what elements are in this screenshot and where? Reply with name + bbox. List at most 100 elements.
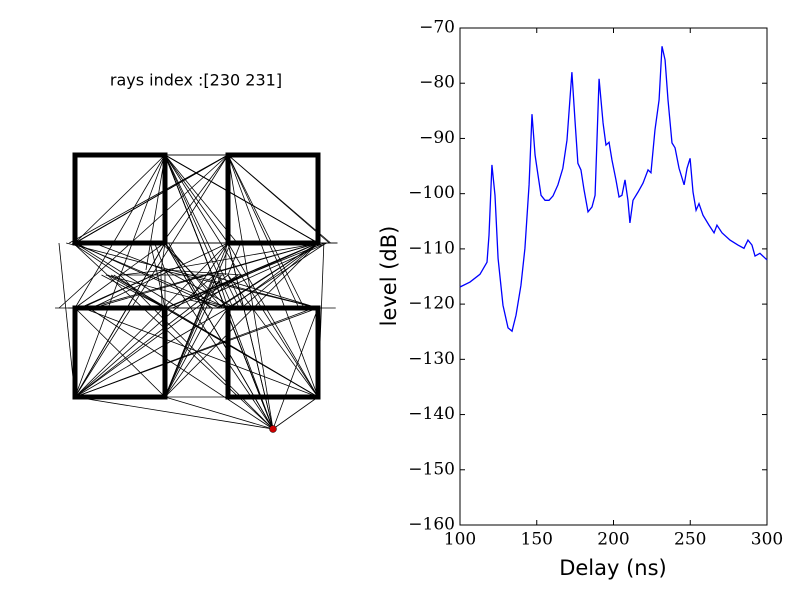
y-tick-label: −100	[408, 183, 455, 203]
series-line	[459, 46, 768, 333]
buildings	[72, 152, 321, 400]
y-tick-label: −110	[408, 238, 455, 258]
ray	[74, 242, 165, 309]
ray	[164, 242, 319, 398]
ray	[74, 154, 229, 398]
building	[225, 152, 321, 246]
ray	[74, 154, 166, 309]
ray	[227, 242, 241, 276]
ray	[164, 396, 274, 430]
ray	[227, 154, 274, 430]
ray	[227, 307, 274, 430]
ray	[74, 154, 166, 398]
y-tick-label: −160	[408, 515, 455, 535]
rays	[55, 154, 338, 430]
ray	[229, 242, 319, 309]
ray	[74, 242, 229, 398]
ray	[164, 154, 240, 309]
x-tick-label: 300	[751, 530, 783, 550]
ray	[160, 242, 166, 271]
ray	[74, 154, 166, 244]
ray	[227, 242, 274, 430]
x-tick-label: 150	[521, 530, 553, 550]
ray	[74, 299, 201, 398]
ray	[58, 242, 76, 398]
ray	[164, 154, 274, 430]
ray	[107, 274, 319, 398]
ray	[105, 274, 201, 301]
ray	[189, 242, 229, 301]
ray	[74, 242, 166, 398]
ray	[74, 242, 179, 309]
ray	[74, 274, 215, 398]
ray	[74, 396, 274, 430]
ray	[164, 269, 243, 276]
ray	[87, 242, 319, 309]
ray	[66, 242, 319, 309]
ray	[88, 307, 274, 430]
ray	[74, 307, 166, 398]
building	[72, 152, 168, 246]
ray	[227, 154, 300, 309]
ray	[272, 396, 319, 430]
y-tick-label: −140	[408, 404, 455, 424]
x-tick-label: 100	[444, 530, 476, 550]
ray	[164, 269, 274, 430]
ray	[209, 274, 319, 309]
ray	[164, 242, 325, 309]
ray	[91, 242, 229, 309]
plot-frame	[459, 27, 768, 526]
y-tick-label: −80	[419, 73, 455, 93]
building	[225, 305, 321, 400]
ray	[164, 154, 234, 309]
ray	[154, 242, 166, 271]
ray	[82, 307, 319, 398]
ray	[216, 242, 319, 309]
y-tick-label: −150	[408, 459, 455, 479]
ray	[164, 154, 238, 244]
ray	[199, 274, 239, 301]
ray	[161, 242, 229, 309]
ray	[227, 274, 244, 309]
ray	[164, 154, 319, 244]
y-tick-label: −120	[408, 294, 455, 314]
y-tick-label: −70	[419, 18, 455, 38]
x-tick-label: 200	[597, 530, 629, 550]
ray	[164, 242, 321, 271]
ray	[161, 154, 229, 244]
ray	[164, 274, 215, 398]
ray	[227, 154, 305, 309]
ray	[73, 242, 229, 309]
y-tick-label: −130	[408, 349, 455, 369]
y-tick-label: −90	[419, 128, 455, 148]
ray	[79, 269, 166, 309]
ray	[164, 307, 213, 398]
ray	[199, 299, 213, 309]
ray	[183, 242, 319, 301]
ray	[74, 307, 229, 398]
ray	[101, 274, 166, 309]
ray	[241, 242, 319, 309]
ray	[71, 242, 121, 276]
y-axis-label: level (dB)	[377, 226, 401, 327]
receiver	[269, 425, 277, 433]
ray	[119, 274, 274, 430]
diagram-title: rays index :[230 231]	[110, 71, 282, 90]
ray	[74, 154, 229, 244]
ray	[164, 154, 229, 244]
ray	[74, 274, 242, 398]
ray	[272, 307, 319, 430]
x-tick-label: 250	[674, 530, 706, 550]
ray	[227, 242, 319, 398]
ray	[164, 274, 222, 398]
ray	[58, 154, 229, 309]
ray	[145, 154, 166, 271]
ray	[74, 307, 319, 398]
ray	[227, 154, 331, 244]
building	[72, 305, 168, 400]
ray	[164, 269, 236, 309]
ray	[149, 242, 166, 309]
ray	[227, 274, 319, 398]
